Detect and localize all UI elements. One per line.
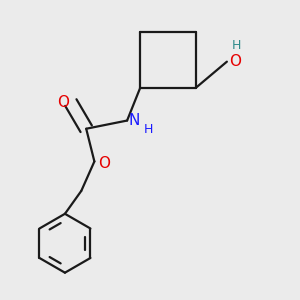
Text: H: H <box>232 39 241 52</box>
Text: O: O <box>57 95 69 110</box>
Text: H: H <box>143 123 153 136</box>
Text: O: O <box>98 156 110 171</box>
Text: N: N <box>129 113 140 128</box>
Text: O: O <box>230 54 242 69</box>
